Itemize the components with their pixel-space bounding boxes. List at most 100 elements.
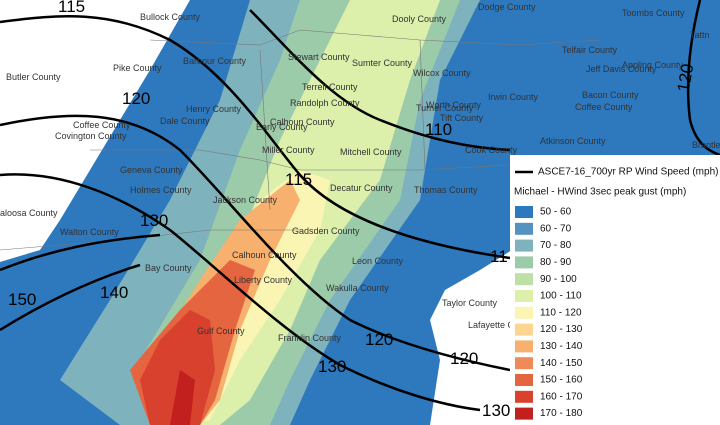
county-label: Miller County	[262, 145, 315, 155]
county-label: Henry County	[186, 104, 242, 114]
county-label: Calhoun County	[270, 117, 335, 127]
county-label: Irwin County	[488, 92, 539, 102]
contour-line	[0, 114, 511, 372]
legend-label: 110 - 120	[540, 307, 582, 318]
contour-label: 140	[100, 283, 128, 302]
contour-label: 115	[285, 170, 312, 189]
county-labels: Bullock County Stewart County Dooly County…	[0, 2, 720, 343]
county-label: Covington County	[55, 131, 127, 141]
legend-label: 170 - 180	[540, 408, 583, 419]
county-label: Gulf County	[197, 326, 245, 336]
legend-label: 120 - 130	[540, 324, 583, 335]
county-label: Stewart County	[288, 52, 350, 62]
legend-swatch	[515, 357, 533, 370]
county-label: Wakulla County	[326, 283, 389, 293]
county-label: Liberty County	[234, 275, 293, 285]
band	[140, 310, 215, 425]
legend-swatch	[515, 239, 533, 252]
contours	[0, 0, 720, 412]
county-label: Brantle	[692, 140, 720, 150]
legend-label: 150 - 160	[540, 375, 583, 386]
county-label: Atkinson County	[540, 136, 606, 146]
legend-swatch	[515, 273, 533, 286]
legend-box	[510, 155, 720, 425]
county-label: Dooly County	[392, 14, 447, 24]
county-label: Walton County	[60, 227, 119, 237]
legend-swatch	[515, 323, 533, 336]
county-label: Wilcox County	[413, 68, 471, 78]
legend-swatch	[515, 407, 533, 420]
contour-labels: 115 120 110 115 130 140 150 120 130 120 …	[8, 0, 697, 420]
contour-line	[249, 9, 511, 152]
contour-label: 130	[140, 211, 168, 230]
legend-label: 60 - 70	[540, 223, 572, 234]
county-label: Sumter County	[352, 58, 413, 68]
county-label: Terrell County	[302, 82, 358, 92]
legend-swatch	[515, 340, 533, 353]
contour-label: 120	[122, 89, 150, 108]
county-label: Coffee County	[575, 102, 633, 112]
county-label: Early County	[256, 122, 308, 132]
contour-label: 120	[450, 349, 478, 368]
county-label: Leon County	[352, 256, 404, 266]
county-label: Butler County	[6, 72, 61, 82]
contour-label: 150	[8, 290, 36, 309]
legend-swatch	[515, 306, 533, 319]
legend-label: 50 - 60	[540, 207, 572, 218]
county-label: Bullock County	[140, 12, 201, 22]
county-label: Cook County	[465, 145, 518, 155]
county-label: Pike County	[113, 63, 162, 73]
county-label: Tattn	[690, 30, 710, 40]
contour-line	[0, 15, 511, 260]
county-label: Telfair County	[562, 45, 618, 55]
contour-label: 120	[365, 330, 393, 349]
county-label: Jeff Davis County	[586, 64, 657, 74]
county-label: Decatur County	[330, 183, 393, 193]
county-label: Calhoun County	[232, 250, 297, 260]
county-label: Bacon County	[582, 90, 639, 100]
land-outside	[430, 250, 512, 425]
county-label: Geneva County	[120, 165, 183, 175]
county-label: Jackson County	[213, 195, 278, 205]
county-label: Appling County	[622, 60, 684, 70]
contour-line	[0, 173, 481, 412]
legend-swatch	[515, 390, 533, 403]
legend-swatch	[515, 290, 533, 302]
legend-label: 140 - 150	[540, 358, 583, 369]
contour-label: 11	[490, 247, 508, 266]
county-label: Tift County	[440, 113, 484, 123]
legend-swatch	[515, 222, 533, 235]
legend-label: 130 - 140	[540, 341, 583, 352]
county-label: Coffee County	[73, 120, 131, 130]
county-label: Taylor County	[442, 298, 498, 308]
contour-line	[0, 263, 141, 332]
land-outside	[0, 0, 190, 262]
county-label: Dodge County	[478, 2, 536, 12]
county-label: Barbour County	[183, 56, 247, 66]
legend-label: 70 - 80	[540, 240, 572, 251]
county-label: Franklin County	[278, 333, 342, 343]
legend-title: ASCE7-16_700yr RP Wind Speed (mph)	[538, 167, 718, 178]
contour-label: 110	[425, 120, 452, 139]
legend-swatch	[515, 256, 533, 269]
legend: ASCE7-16_700yr RP Wind Speed (mph) Micha…	[510, 155, 720, 425]
county-label: Bay County	[145, 263, 192, 273]
contour-label: 130	[318, 357, 346, 376]
county-label: Mitchell County	[340, 147, 402, 157]
legend-swatch	[515, 206, 533, 218]
legend-swatch	[515, 374, 533, 386]
contour-label: 120	[674, 62, 698, 93]
county-label: Gadsden County	[292, 226, 360, 236]
band	[170, 370, 195, 425]
county-label: Randolph County	[290, 98, 360, 108]
county-label: Holmes County	[130, 185, 192, 195]
county-label: Turner County	[416, 103, 474, 113]
legend-label: 80 - 90	[540, 257, 572, 268]
county-label: Dale County	[160, 116, 210, 126]
contour-label: 130	[482, 401, 510, 420]
county-label: aloosa County	[0, 208, 58, 218]
contour-line	[686, 0, 720, 157]
county-label: Toombs County	[622, 8, 685, 18]
contour-label: 115	[58, 0, 85, 16]
